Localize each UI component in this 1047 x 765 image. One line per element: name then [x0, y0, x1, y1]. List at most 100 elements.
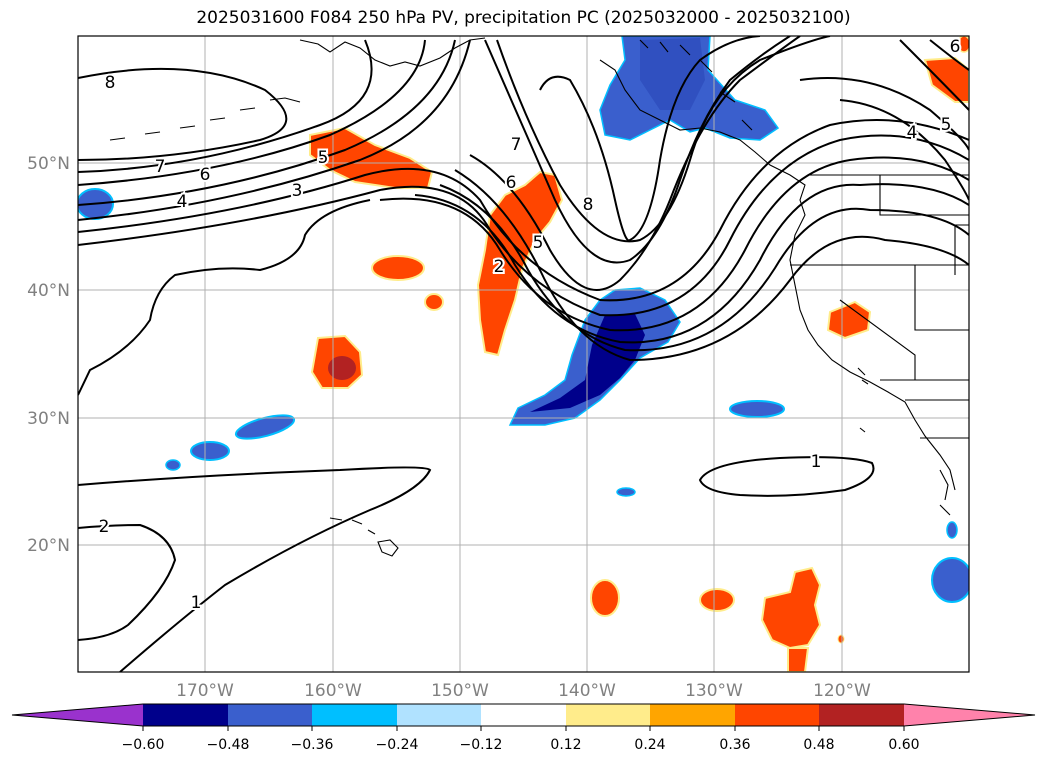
- negative-anomaly-region: [931, 557, 969, 603]
- positive-anomaly-max: [328, 356, 356, 380]
- colorbar-swatch: [143, 704, 228, 726]
- colorbar-tick-label: 0.12: [550, 737, 581, 753]
- longitude-label: 150°W: [431, 681, 489, 701]
- negative-anomaly-region: [946, 521, 958, 539]
- positive-anomaly-region: [476, 170, 564, 357]
- colorbar: −0.60 −0.48 −0.36 −0.24 −0.12 0.12 0.24 …: [11, 703, 1036, 753]
- positive-anomaly-region: [590, 579, 620, 617]
- colorbar-tick-label: −0.60: [122, 737, 165, 753]
- longitude-label: 170°W: [176, 681, 234, 701]
- negative-anomaly-region: [616, 487, 636, 497]
- pv-contour-8: [78, 67, 288, 161]
- contour-label: 5: [941, 115, 952, 135]
- map-gridlines: [78, 36, 969, 672]
- positive-anomaly-region: [371, 255, 425, 281]
- colorbar-ticks: [142, 726, 905, 731]
- pv-contour-1: [698, 456, 875, 497]
- pv-contours: [78, 36, 969, 672]
- pv-contour-5: [899, 39, 969, 111]
- positive-anomaly-region: [957, 36, 969, 53]
- colorbar-min-extension: [12, 704, 143, 726]
- pv-contour-8: [539, 36, 761, 242]
- pv-contour-6: [484, 36, 791, 264]
- contour-label: 3: [292, 181, 303, 201]
- contour-label: 7: [511, 135, 522, 155]
- pv-contour: [799, 77, 969, 151]
- latitude-label: 20°N: [27, 536, 70, 556]
- pv-contour: [439, 184, 969, 352]
- pv-contour: [78, 199, 371, 396]
- colorbar-tick-label: 0.48: [803, 737, 834, 753]
- longitude-axis: 170°W 160°W 150°W 140°W 130°W 120°W: [176, 681, 871, 701]
- pv-contour-1: [78, 466, 432, 672]
- latitude-label: 50°N: [27, 154, 70, 174]
- pv-contour: [78, 134, 969, 317]
- longitude-label: 140°W: [558, 681, 616, 701]
- colorbar-swatch: [650, 704, 735, 726]
- longitude-label: 130°W: [685, 681, 743, 701]
- colorbar-tick-label: −0.36: [291, 737, 334, 753]
- contour-label: 2: [99, 517, 110, 537]
- positive-anomaly-region: [424, 293, 444, 311]
- negative-anomaly-core: [530, 314, 645, 412]
- map-title: 2025031600 F084 250 hPa PV, precipitatio…: [196, 8, 851, 28]
- coastlines: [109, 37, 969, 557]
- contour-label: 1: [191, 593, 202, 613]
- positive-anomaly-region: [837, 634, 845, 644]
- pv-contour: [379, 156, 969, 332]
- map-frame: [77, 35, 970, 673]
- pv-contour-6: [78, 39, 426, 186]
- contour-label: 4: [177, 192, 188, 212]
- contour-label: 2: [494, 257, 505, 277]
- longitude-label: 160°W: [304, 681, 362, 701]
- colorbar-max-extension: [904, 704, 1035, 726]
- pv-contour-4: [78, 39, 456, 206]
- colorbar-tick-label: 0.60: [888, 737, 919, 753]
- pv-contour: [929, 39, 969, 71]
- positive-anomaly-region: [787, 647, 810, 672]
- colorbar-swatch: [819, 704, 904, 726]
- longitude-label: 120°W: [813, 681, 871, 701]
- contour-label: 6: [506, 173, 517, 193]
- pv-contour-7: [496, 36, 831, 243]
- contour-label: 7: [155, 157, 166, 177]
- pv-contour-2: [78, 523, 177, 641]
- colorbar-tick-label: −0.24: [376, 737, 419, 753]
- colorbar-tick-label: 0.24: [634, 737, 665, 753]
- colorbar-swatch: [397, 704, 481, 726]
- negative-anomaly-region: [729, 400, 785, 418]
- contour-label: 1: [811, 452, 822, 472]
- pv-contour-2: [78, 119, 969, 302]
- contour-label: 6: [950, 37, 961, 57]
- positive-anomaly-region: [699, 588, 735, 612]
- colorbar-tick-label: −0.12: [460, 737, 503, 753]
- contour-label: 5: [318, 148, 329, 168]
- negative-anomaly-region: [190, 441, 230, 461]
- contour-label: 6: [200, 165, 211, 185]
- positive-anomaly-region: [826, 300, 872, 340]
- colorbar-tick-label: 0.36: [719, 737, 750, 753]
- latitude-label: 30°N: [27, 409, 70, 429]
- pv-contour-5: [469, 36, 801, 291]
- pv-contour: [839, 99, 969, 201]
- contour-label: 5: [533, 233, 544, 253]
- colorbar-swatch: [566, 704, 650, 726]
- pv-contour-7: [78, 39, 373, 173]
- negative-anomaly-region: [165, 459, 181, 471]
- pv-contour: [454, 169, 969, 362]
- contour-label: 8: [583, 195, 594, 215]
- colorbar-swatch: [481, 704, 566, 726]
- latitude-label: 40°N: [27, 281, 70, 301]
- contour-labels: 8 7 6 4 3 5 2 7 6 5 8 4 5 6 2 1 1: [97, 36, 963, 615]
- positive-anomaly-region: [923, 56, 969, 103]
- latitude-axis: 50°N 40°N 30°N 20°N: [27, 154, 70, 556]
- contour-label: 8: [105, 73, 116, 93]
- map-plot-area: 8 7 6 4 3 5 2 7 6 5 8 4 5 6 2 1 1: [78, 36, 969, 672]
- contour-label: 4: [907, 123, 918, 143]
- negative-anomaly-core: [640, 38, 705, 110]
- colorbar-tick-label: −0.48: [207, 737, 250, 753]
- colorbar-swatch: [312, 704, 397, 726]
- precipitation-anomaly-shading: [78, 36, 969, 672]
- colorbar-swatch: [735, 704, 819, 726]
